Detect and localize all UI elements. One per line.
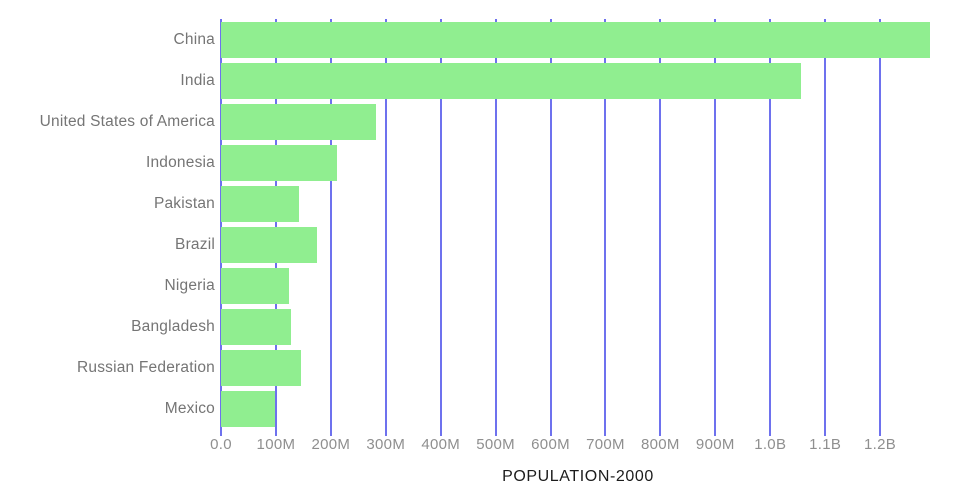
- bar-row-india: [221, 60, 935, 101]
- bar-pakistan: [221, 185, 300, 222]
- x-tick-label-1-2b: 1.2B: [864, 436, 897, 453]
- bar-row-mexico: [221, 389, 935, 430]
- y-axis-label-india: India: [180, 71, 215, 89]
- x-tick-label-1-0b: 1.0B: [754, 436, 787, 453]
- y-axis-labels: China India United States of America Indone…: [0, 19, 215, 430]
- bar-indonesia: [221, 144, 338, 181]
- gridline-1-1b: [824, 19, 827, 436]
- x-axis-title: POPULATION-2000: [502, 468, 654, 485]
- x-tick-label-700m: 700M: [586, 436, 625, 453]
- gridline-700m: [604, 19, 607, 436]
- x-tick-label-900m: 900M: [695, 436, 735, 453]
- bar-brazil: [221, 227, 317, 264]
- x-tick-label-400m: 400M: [421, 436, 461, 453]
- bar-russian-federation: [221, 350, 302, 387]
- y-axis-label-bangladesh: Bangladesh: [131, 318, 215, 336]
- bar-series: [221, 19, 935, 430]
- gridline-900m: [714, 19, 717, 436]
- y-axis-label-nigeria: Nigeria: [164, 277, 215, 295]
- y-axis-label-pakistan: Pakistan: [153, 194, 215, 212]
- x-axis-tick-labels: 0.0 100M 200M 300M 400M 500M 600M 700M 800M 900M 1…: [210, 436, 935, 456]
- x-tick-label-1-1b: 1.1B: [809, 436, 842, 453]
- bar-row-united-states-of-america: [221, 101, 935, 142]
- x-tick-label-0-0: 0.0: [210, 436, 232, 453]
- x-tick-label-200m: 200M: [311, 436, 351, 453]
- bar-bangladesh: [221, 309, 292, 346]
- x-tick-label-100m: 100M: [256, 436, 296, 453]
- gridline-1-0b: [769, 19, 772, 436]
- x-tick-label-600m: 600M: [531, 436, 570, 453]
- bar-row-pakistan: [221, 183, 935, 224]
- plot-area: [220, 19, 935, 436]
- bar-row-china: [221, 19, 935, 60]
- x-tick-label-500m: 500M: [476, 436, 515, 453]
- gridline-800m: [659, 19, 662, 436]
- x-tick-label-300m: 300M: [366, 436, 406, 453]
- bar-nigeria: [221, 268, 289, 305]
- y-axis-label-united-states-of-america: United States of America: [39, 112, 215, 130]
- bar-united-states-of-america: [221, 103, 376, 140]
- y-axis-label-brazil: Brazil: [175, 236, 215, 254]
- y-axis-label-china: China: [173, 30, 215, 48]
- bar-china: [221, 21, 930, 58]
- bar-row-nigeria: [221, 266, 935, 307]
- gridline-300m: [384, 19, 387, 436]
- bar-india: [221, 62, 802, 99]
- gridline-400m: [439, 19, 442, 436]
- bar-mexico: [221, 391, 276, 428]
- bar-row-russian-federation: [221, 348, 935, 389]
- gridline-600m: [549, 19, 552, 436]
- y-axis-label-russian-federation: Russian Federation: [76, 359, 215, 377]
- bar-row-brazil: [221, 224, 935, 265]
- gridline-1-2b: [879, 19, 882, 436]
- gridline-500m: [494, 19, 497, 436]
- bar-row-indonesia: [221, 142, 935, 183]
- x-tick-label-800m: 800M: [641, 436, 680, 453]
- bar-row-bangladesh: [221, 307, 935, 348]
- y-axis-label-indonesia: Indonesia: [145, 153, 215, 171]
- y-axis-label-mexico: Mexico: [164, 400, 215, 418]
- gridline-200m: [329, 19, 332, 436]
